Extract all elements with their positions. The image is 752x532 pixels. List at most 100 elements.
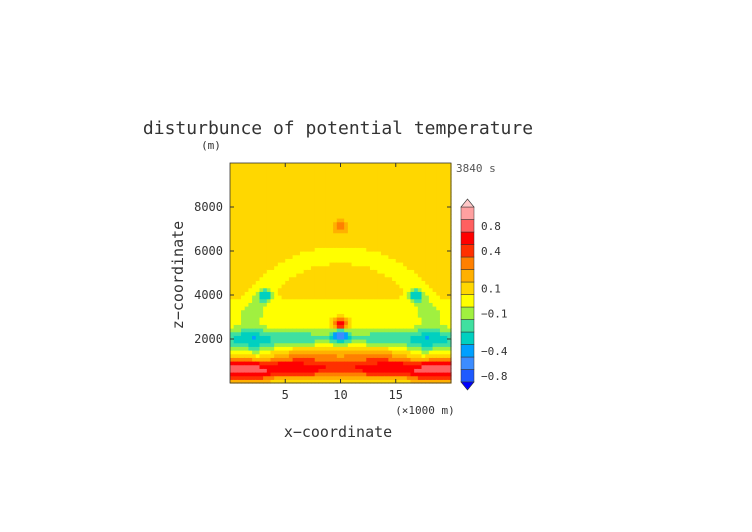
heatmap-cell <box>436 185 441 190</box>
heatmap-cell <box>425 240 430 245</box>
heatmap-cell <box>410 240 415 245</box>
heatmap-cell <box>381 258 386 263</box>
heatmap-cell <box>388 243 393 248</box>
heatmap-cell <box>277 185 283 190</box>
heatmap-cell <box>432 273 437 278</box>
heatmap-cell <box>285 177 290 182</box>
heatmap-cell <box>399 328 404 333</box>
heatmap-cell <box>244 236 250 241</box>
heatmap-cell <box>237 346 242 351</box>
heatmap-cell <box>307 357 312 362</box>
heatmap-cell <box>406 339 412 344</box>
heatmap-cell <box>292 379 297 384</box>
heatmap-cell <box>277 350 283 355</box>
heatmap-cell <box>436 291 441 296</box>
heatmap-cell <box>329 166 334 171</box>
heatmap-cell <box>369 306 375 311</box>
heatmap-cell <box>244 372 250 377</box>
heatmap-cell <box>366 170 371 175</box>
heatmap-cell <box>344 199 349 204</box>
heatmap-cell <box>384 181 389 186</box>
heatmap-cell <box>439 188 445 193</box>
heatmap-cell <box>362 309 367 314</box>
heatmap-cell <box>292 185 297 190</box>
heatmap-cell <box>325 177 331 182</box>
heatmap-cell <box>318 262 323 267</box>
heatmap-cell <box>447 298 452 303</box>
heatmap-cell <box>443 335 448 340</box>
heatmap-cell <box>436 317 441 322</box>
heatmap-cell <box>233 170 238 175</box>
heatmap-cell <box>255 313 261 318</box>
heatmap-cell <box>255 328 261 333</box>
heatmap-cell <box>366 262 371 267</box>
heatmap-cell <box>230 240 235 245</box>
heatmap-cell <box>406 361 412 366</box>
heatmap-cell <box>230 306 235 311</box>
colorbar-swatch <box>460 219 475 233</box>
heatmap-cell <box>285 339 290 344</box>
heatmap-cell <box>344 258 349 263</box>
heatmap-cell <box>318 287 323 292</box>
heatmap-cell <box>299 295 305 300</box>
heatmap-cell <box>274 214 279 219</box>
heatmap-cell <box>351 254 356 259</box>
heatmap-cell <box>277 236 283 241</box>
heatmap-cell <box>266 262 272 267</box>
heatmap-cell <box>395 236 401 241</box>
heatmap-cell <box>395 166 401 171</box>
heatmap-cell <box>392 280 397 285</box>
heatmap-cell <box>447 364 452 369</box>
heatmap-cell <box>447 302 452 307</box>
heatmap-cell <box>318 379 323 384</box>
heatmap-cell <box>336 214 342 219</box>
heatmap-cell <box>340 324 345 329</box>
heatmap-cell <box>259 361 264 366</box>
heatmap-cell <box>355 243 360 248</box>
heatmap-cell <box>347 350 353 355</box>
heatmap-cell <box>439 361 445 366</box>
heatmap-cell <box>325 309 331 314</box>
heatmap-cell <box>414 302 419 307</box>
heatmap-cell <box>311 273 316 278</box>
heatmap-cell <box>336 342 342 347</box>
heatmap-cell <box>347 269 353 274</box>
heatmap-cell <box>399 196 404 201</box>
heatmap-cell <box>355 276 360 281</box>
heatmap-cell <box>381 346 386 351</box>
heatmap-cell <box>244 218 250 223</box>
heatmap-cell <box>425 192 430 197</box>
heatmap-cell <box>425 166 430 171</box>
heatmap-cell <box>277 313 283 318</box>
heatmap-cell <box>329 188 334 193</box>
heatmap-cell <box>395 298 401 303</box>
heatmap-cell <box>388 317 393 322</box>
heatmap-cell <box>421 302 426 307</box>
heatmap-cell <box>410 247 415 252</box>
heatmap-cell <box>447 207 452 212</box>
heatmap-cell <box>277 328 283 333</box>
heatmap-cell <box>233 306 238 311</box>
heatmap-cell <box>406 324 412 329</box>
heatmap-cell <box>299 273 305 278</box>
heatmap-cell <box>230 342 235 347</box>
heatmap-cell <box>296 196 301 201</box>
heatmap-cell <box>241 229 246 234</box>
heatmap-cell <box>414 247 419 252</box>
heatmap-cell <box>255 203 261 208</box>
heatmap-cell <box>425 280 430 285</box>
heatmap-cell <box>443 221 448 226</box>
heatmap-cell <box>322 280 327 285</box>
heatmap-cell <box>392 243 397 248</box>
heatmap-cell <box>351 203 356 208</box>
heatmap-cell <box>233 240 238 245</box>
heatmap-cell <box>377 236 382 241</box>
heatmap-cell <box>311 342 316 347</box>
heatmap-cell <box>377 188 382 193</box>
heatmap-cell <box>318 258 323 263</box>
heatmap-cell <box>351 210 356 215</box>
heatmap-cell <box>270 240 275 245</box>
heatmap-cell <box>399 258 404 263</box>
heatmap-cell <box>381 372 386 377</box>
heatmap-cell <box>403 229 408 234</box>
